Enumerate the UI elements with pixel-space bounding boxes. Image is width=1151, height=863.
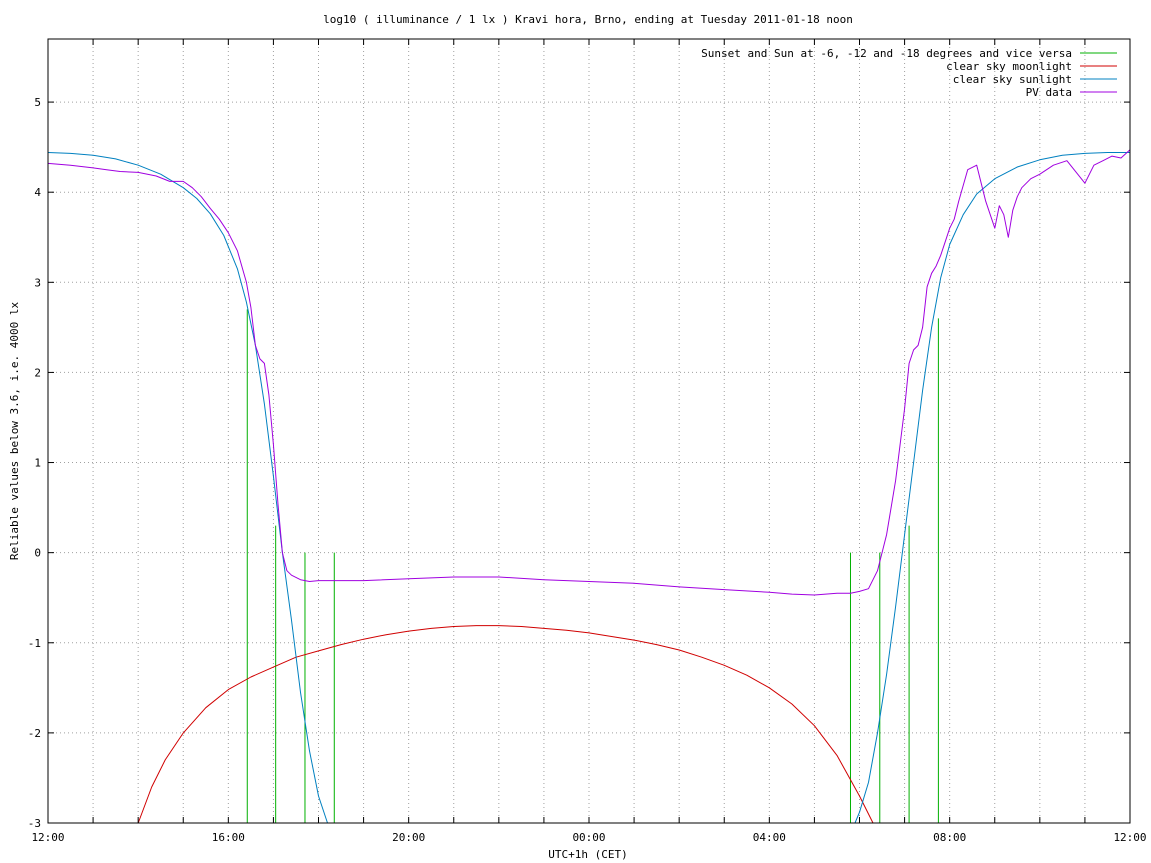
chart-title: log10 ( illuminance / 1 lx ) Kravi hora,… [323,13,853,26]
y-tick-label: -1 [28,637,41,650]
y-tick-label: 4 [34,186,41,199]
y-tick-label: 0 [34,547,41,560]
x-tick-label: 12:00 [31,831,64,844]
series-0 [246,309,939,823]
series-line [47,149,1131,596]
x-tick-label: 20:00 [392,831,425,844]
axis-ticks: 12:00 16:00 20:00 00:00 04:00 08:00 12:00 5 4 3 2 1… [28,39,1147,844]
x-tick-label: 08:00 [933,831,966,844]
x-axis-label: UTC+1h (CET) [548,848,627,861]
x-tick-label: 04:00 [753,831,786,844]
y-tick-label: -3 [28,817,41,830]
plot-frame [47,38,1131,824]
legend-label: clear sky sunlight [953,73,1072,86]
y-tick-label: -2 [28,727,41,740]
y-axis-label: Reliable values below 3.6, i.e. 4000 lx [8,301,21,560]
gridlines [47,39,1131,824]
series-3 [47,149,1131,596]
y-tick-label: 5 [34,96,41,109]
y-tick-label: 2 [34,366,41,379]
y-tick-label: 1 [34,457,41,470]
x-tick-label: 12:00 [1113,831,1146,844]
legend: Sunset and Sun at -6, -12 and -18 degree… [701,47,1117,99]
legend-label: PV data [1026,86,1072,99]
y-tick-label: 3 [34,276,41,289]
x-tick-label: 16:00 [212,831,245,844]
legend-label: clear sky moonlight [946,60,1072,73]
legend-label: Sunset and Sun at -6, -12 and -18 degree… [701,47,1072,60]
series-line [137,625,887,824]
x-tick-label: 00:00 [572,831,605,844]
plot-series [47,149,1131,824]
series-1 [137,625,887,824]
